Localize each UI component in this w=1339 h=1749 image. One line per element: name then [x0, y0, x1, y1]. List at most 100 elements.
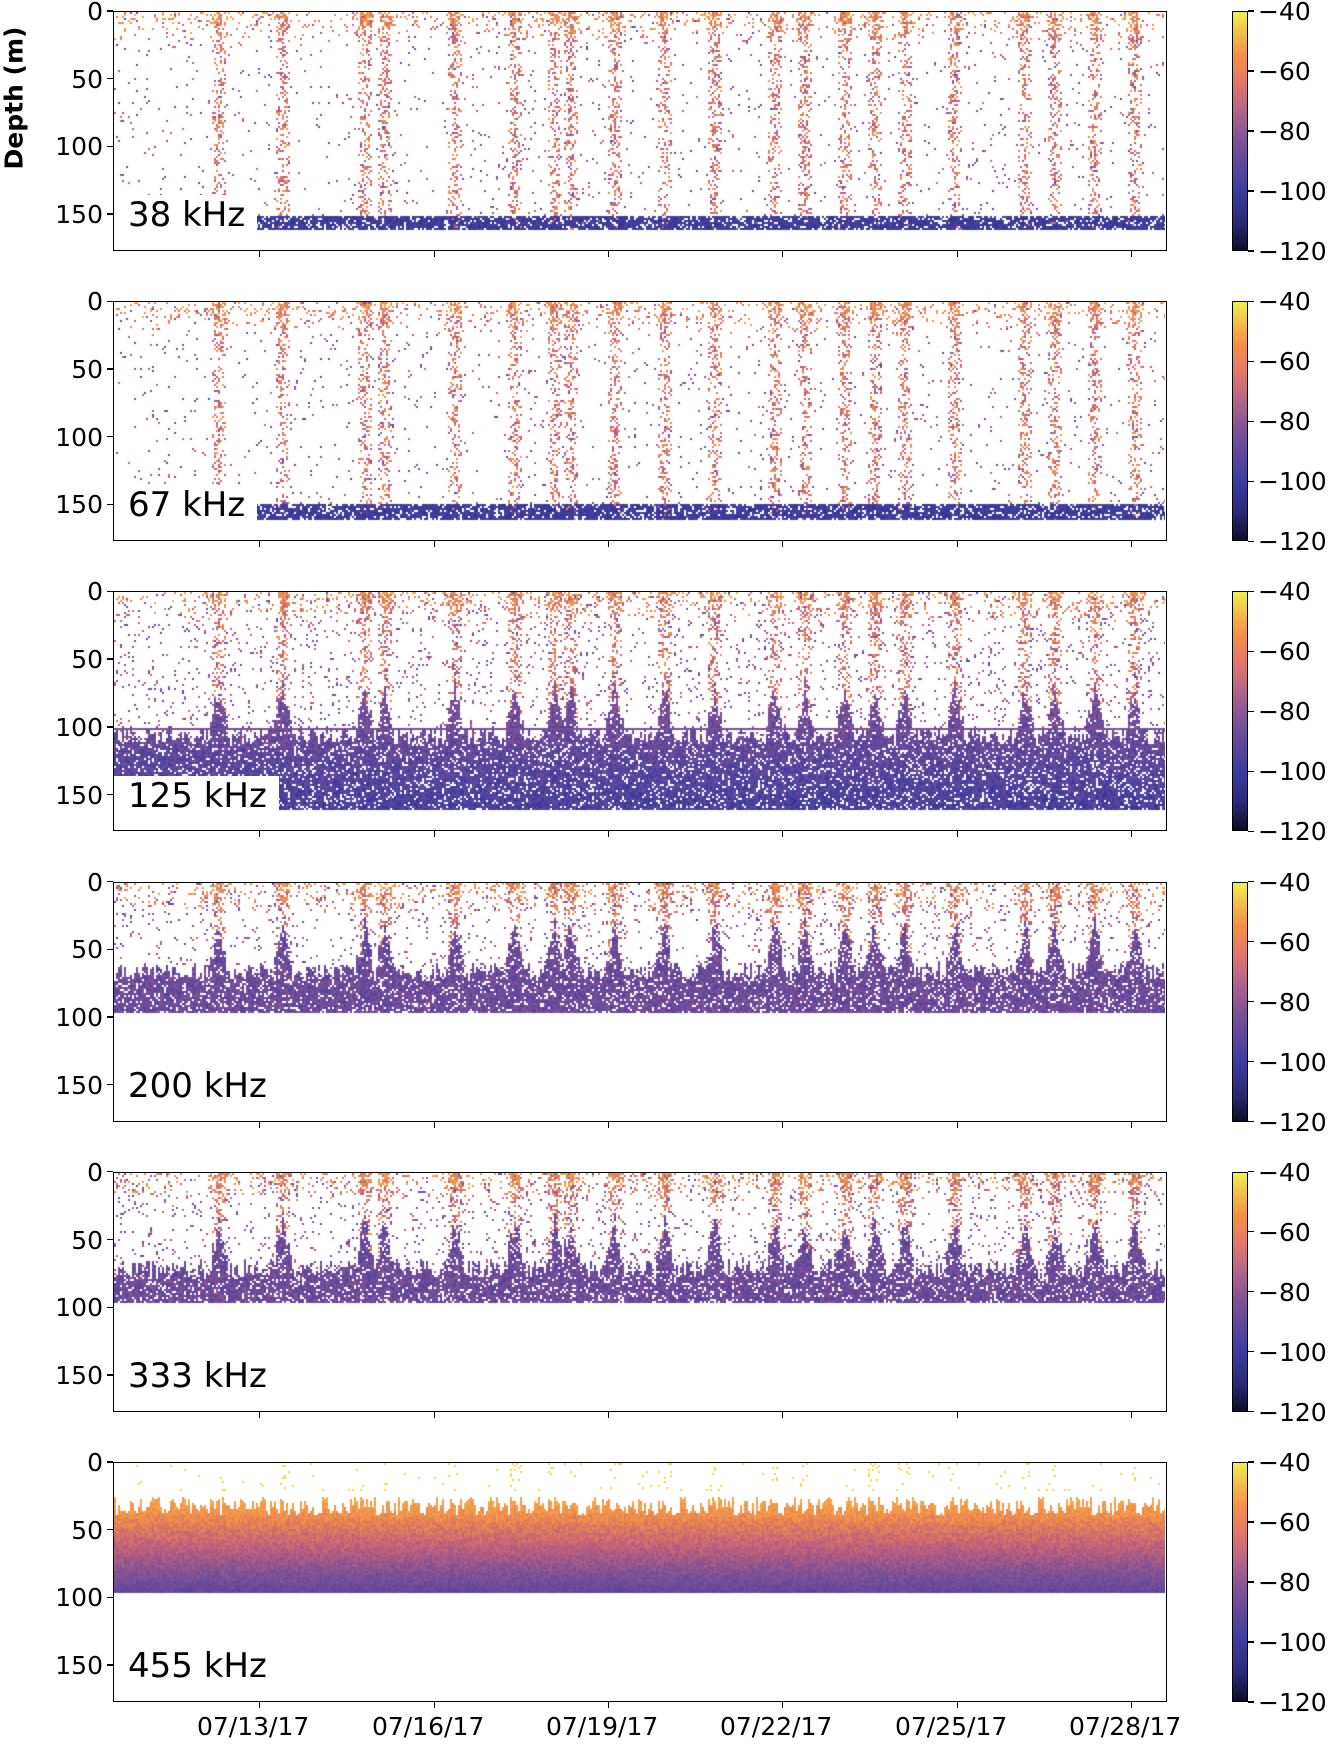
x-tick-label: 07/19/17 — [546, 1712, 659, 1741]
y-tick-mark — [107, 503, 113, 506]
colorbar-tick-label: −60 — [1258, 1508, 1311, 1537]
colorbar-tick-label: −80 — [1258, 407, 1311, 437]
colorbar-tick-label: −60 — [1258, 347, 1311, 377]
colorbar-tick-label: −100 — [1258, 467, 1327, 497]
colorbar-tick-label: −40 — [1258, 287, 1311, 317]
x-tick-mark — [608, 541, 610, 548]
y-tick-mark — [107, 726, 113, 728]
colorbar-tick-label: −100 — [1258, 1047, 1327, 1077]
x-tick-mark — [782, 1411, 784, 1418]
x-tick-mark — [957, 541, 959, 548]
colorbar-tick-mark — [1248, 1120, 1254, 1123]
y-tick-mark — [107, 1171, 113, 1173]
colorbar-tick-label: −40 — [1258, 867, 1311, 897]
y-tick-label: 0 — [87, 867, 103, 897]
colorbar-tick-label: −80 — [1258, 1568, 1311, 1597]
y-tick-mark — [107, 10, 113, 12]
x-tick-label: 07/13/17 — [197, 1712, 310, 1741]
y-tick-label: 0 — [87, 287, 103, 317]
y-tick-mark — [107, 1238, 113, 1241]
frequency-label: 200 kHz — [114, 1065, 279, 1106]
colorbar-tick-mark — [1248, 250, 1254, 252]
y-tick-mark — [107, 948, 113, 950]
echogram-heatmap — [114, 1172, 1165, 1410]
colorbar-tick-mark — [1248, 710, 1254, 713]
x-tick-mark — [1131, 1121, 1133, 1128]
echogram-heatmap — [114, 592, 1165, 830]
colorbar-tick-mark — [1248, 360, 1254, 362]
y-tick-label: 100 — [55, 712, 103, 742]
x-tick-mark — [782, 1121, 784, 1128]
colorbar-tick-label: −80 — [1258, 987, 1311, 1017]
y-tick-label: 100 — [55, 132, 103, 162]
colorbar-tick-mark — [1248, 770, 1254, 773]
colorbar — [1232, 881, 1248, 1122]
y-tick-label: 100 — [55, 422, 103, 452]
x-tick-mark — [259, 1121, 261, 1128]
y-tick-label: 100 — [55, 1583, 103, 1613]
y-tick-mark — [107, 1306, 113, 1308]
y-tick-mark — [107, 1529, 113, 1531]
x-tick-mark — [957, 1702, 959, 1708]
y-tick-mark — [107, 213, 113, 215]
colorbar-tick-mark — [1248, 830, 1254, 833]
x-tick-mark — [957, 1411, 959, 1418]
colorbar-tick-mark — [1248, 1060, 1254, 1063]
colorbar-tick-mark — [1248, 1521, 1254, 1523]
colorbar-tick-mark — [1248, 650, 1254, 653]
x-tick-mark — [782, 251, 784, 257]
y-tick-label: 100 — [55, 1293, 103, 1323]
colorbar-tick-label: −120 — [1258, 1107, 1327, 1137]
y-tick-mark — [107, 658, 113, 660]
y-tick-mark — [107, 300, 113, 302]
echogram-panel-38-khz: 38 kHz — [113, 11, 1167, 251]
x-tick-mark — [434, 251, 436, 257]
y-tick-mark — [107, 793, 113, 796]
x-tick-mark — [957, 831, 959, 838]
y-axis-label: Depth (m) — [0, 26, 29, 170]
frequency-label: 455 kHz — [114, 1646, 279, 1687]
y-tick-mark — [107, 1374, 113, 1376]
x-tick-mark — [259, 1411, 261, 1418]
x-tick-mark — [782, 831, 784, 838]
x-tick-mark — [608, 1121, 610, 1128]
colorbar — [1232, 1462, 1248, 1702]
colorbar-tick-mark — [1248, 590, 1254, 593]
y-tick-label: 0 — [87, 1448, 103, 1477]
x-tick-mark — [782, 541, 784, 548]
y-tick-label: 0 — [87, 1157, 103, 1187]
x-tick-label: 07/22/17 — [720, 1712, 833, 1741]
colorbar-tick-mark — [1248, 880, 1254, 883]
y-tick-mark — [107, 1084, 113, 1086]
x-tick-mark — [608, 1411, 610, 1418]
y-tick-mark — [107, 368, 113, 370]
y-tick-label: 50 — [71, 645, 103, 675]
x-tick-mark — [608, 1702, 610, 1708]
x-tick-mark — [1131, 251, 1133, 257]
y-tick-label: 50 — [71, 354, 103, 384]
colorbar-tick-label: −120 — [1258, 237, 1327, 266]
x-tick-label: 07/25/17 — [895, 1712, 1008, 1741]
colorbar-tick-mark — [1248, 480, 1254, 482]
echogram-heatmap — [114, 12, 1165, 249]
x-tick-mark — [608, 251, 610, 257]
colorbar-tick-mark — [1248, 1231, 1254, 1233]
colorbar-tick-mark — [1248, 1461, 1254, 1463]
x-tick-mark — [1131, 1411, 1133, 1418]
colorbar-tick-mark — [1248, 1171, 1254, 1173]
colorbar-tick-mark — [1248, 420, 1254, 422]
y-tick-label: 50 — [71, 935, 103, 965]
colorbar — [1232, 1171, 1248, 1412]
y-tick-mark — [107, 880, 113, 883]
colorbar-tick-label: −40 — [1258, 577, 1311, 607]
x-tick-mark — [259, 1702, 261, 1708]
colorbar-tick-mark — [1248, 1581, 1254, 1583]
echogram-panel-333-khz: 333 kHz — [113, 1171, 1167, 1412]
colorbar-tick-mark — [1248, 1351, 1254, 1353]
y-tick-label: 150 — [55, 200, 103, 230]
colorbar-tick-label: −100 — [1258, 177, 1327, 206]
x-tick-mark — [1131, 541, 1133, 548]
colorbar — [1232, 591, 1248, 832]
colorbar — [1232, 11, 1248, 251]
colorbar-tick-label: −120 — [1258, 527, 1327, 557]
